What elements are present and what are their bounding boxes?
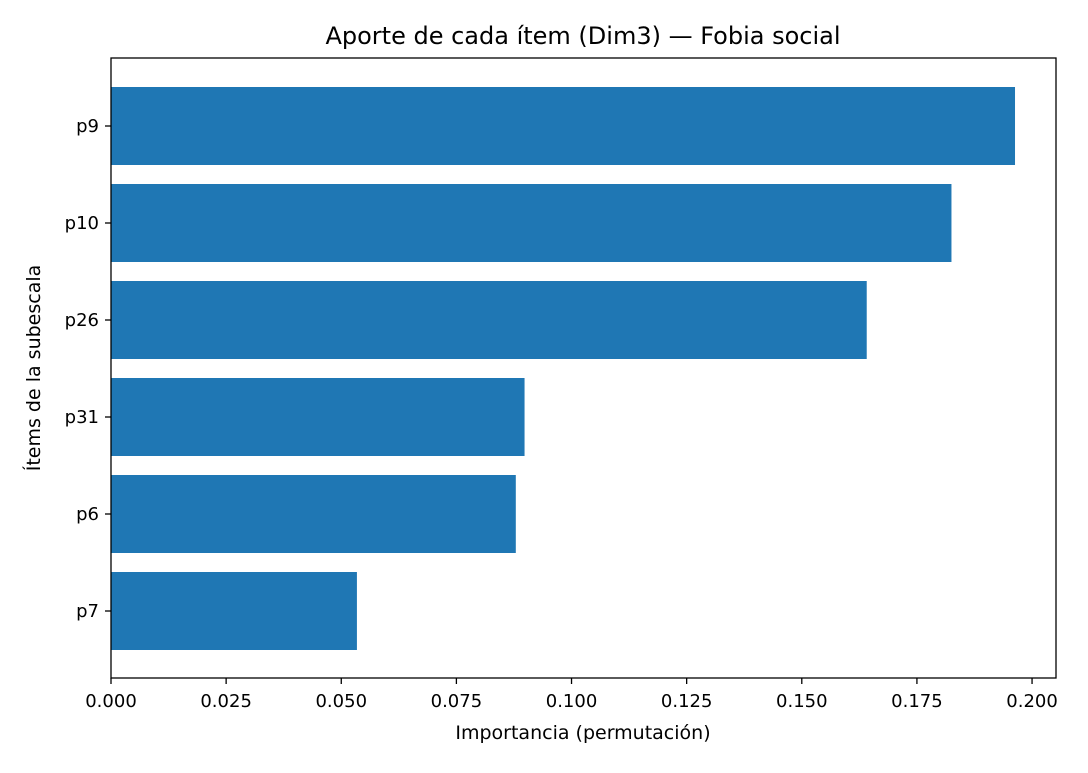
x-axis-ticks: 0.000 0.025 0.050 0.075 0.100 0.125 0.150 0.175… — [85, 678, 1058, 712]
y-tick-label: p10 — [65, 213, 99, 234]
x-tick-label: 0.150 — [776, 691, 828, 712]
y-tick-label: p26 — [65, 310, 99, 331]
bar-p9 — [111, 87, 1016, 165]
y-axis-label: Ítems de la subescala — [22, 265, 45, 472]
bar-p26 — [111, 281, 867, 359]
y-tick-label: p9 — [76, 116, 99, 137]
x-tick-label: 0.075 — [431, 691, 483, 712]
x-tick-label: 0.200 — [1006, 691, 1058, 712]
chart-title: Aporte de cada ítem (Dim3) — Fobia socia… — [325, 22, 840, 50]
bar-p10 — [111, 184, 952, 262]
x-tick-label: 0.175 — [891, 691, 943, 712]
x-axis-label: Importancia (permutación) — [455, 722, 710, 744]
bar-p7 — [111, 572, 357, 650]
y-tick-label: p31 — [65, 407, 99, 428]
x-tick-label: 0.050 — [315, 691, 367, 712]
y-axis-ticks: p9 p10 p26 p31 p6 p7 — [65, 116, 111, 622]
y-tick-label: p7 — [76, 601, 99, 622]
x-tick-label: 0.025 — [200, 691, 252, 712]
bars-group — [111, 87, 1016, 650]
x-tick-label: 0.100 — [546, 691, 598, 712]
x-tick-label: 0.000 — [85, 691, 137, 712]
x-tick-label: 0.125 — [661, 691, 713, 712]
bar-p6 — [111, 475, 516, 553]
plot-frame — [110, 57, 1057, 679]
bar-p31 — [111, 378, 525, 456]
y-tick-label: p6 — [76, 504, 99, 525]
